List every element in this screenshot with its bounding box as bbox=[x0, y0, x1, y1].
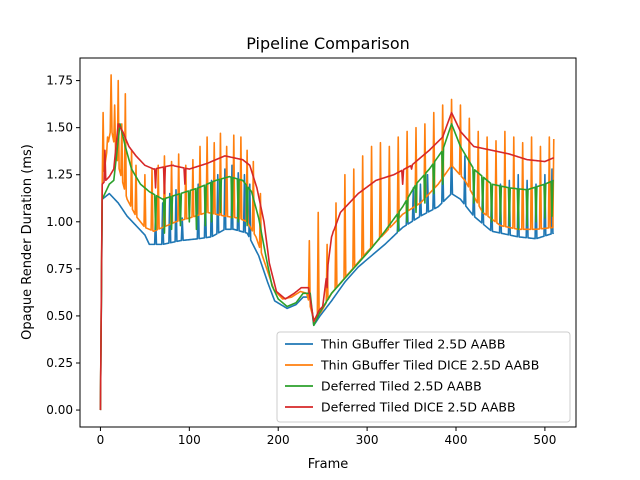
series-layer bbox=[99, 74, 555, 411]
x-tick-label: 300 bbox=[356, 433, 379, 447]
chart-title: Pipeline Comparison bbox=[246, 34, 410, 53]
series-line-3 bbox=[99, 123, 555, 411]
x-tick-label: 200 bbox=[267, 433, 290, 447]
legend-label: Thin GBuffer Tiled 2.5D AABB bbox=[320, 337, 505, 352]
y-tick-label: 0.25 bbox=[46, 356, 73, 370]
plot-frame bbox=[79, 57, 577, 428]
series-line-1 bbox=[99, 145, 555, 411]
y-tick-label: 0.50 bbox=[46, 309, 73, 323]
x-tick-label: 500 bbox=[533, 433, 556, 447]
x-tick-label: 100 bbox=[178, 433, 201, 447]
x-axis-label: Frame bbox=[308, 457, 349, 472]
series-line-4 bbox=[99, 111, 555, 411]
y-tick-label: 1.25 bbox=[46, 168, 73, 182]
x-tick-label: 0 bbox=[97, 433, 105, 447]
x-axis: 0 100 200 300 400 500 bbox=[97, 427, 556, 447]
legend-box bbox=[276, 331, 571, 423]
series-line-2 bbox=[99, 74, 555, 411]
y-tick-label: 1.00 bbox=[46, 215, 73, 229]
legend-label: Deferred Tiled 2.5D AABB bbox=[321, 379, 482, 394]
y-axis: 0.00 0.25 0.50 0.75 1.00 1.25 1.50 1.75 bbox=[46, 74, 80, 417]
y-tick-label: 0.00 bbox=[46, 403, 73, 417]
y-axis-label: Opaque Render Duration (ms) bbox=[20, 144, 35, 340]
plot-area bbox=[99, 74, 555, 411]
legend: Thin GBuffer Tiled 2.5D AABB Thin GBuffer… bbox=[276, 331, 571, 423]
y-tick-label: 0.75 bbox=[46, 262, 73, 276]
legend-label: Thin GBuffer Tiled DICE 2.5D AABB bbox=[320, 358, 539, 373]
legend-label: Deferred Tiled DICE 2.5D AABB bbox=[321, 400, 516, 415]
y-tick-label: 1.50 bbox=[46, 121, 73, 135]
y-tick-label: 1.75 bbox=[46, 74, 73, 88]
x-tick-label: 400 bbox=[445, 433, 468, 447]
